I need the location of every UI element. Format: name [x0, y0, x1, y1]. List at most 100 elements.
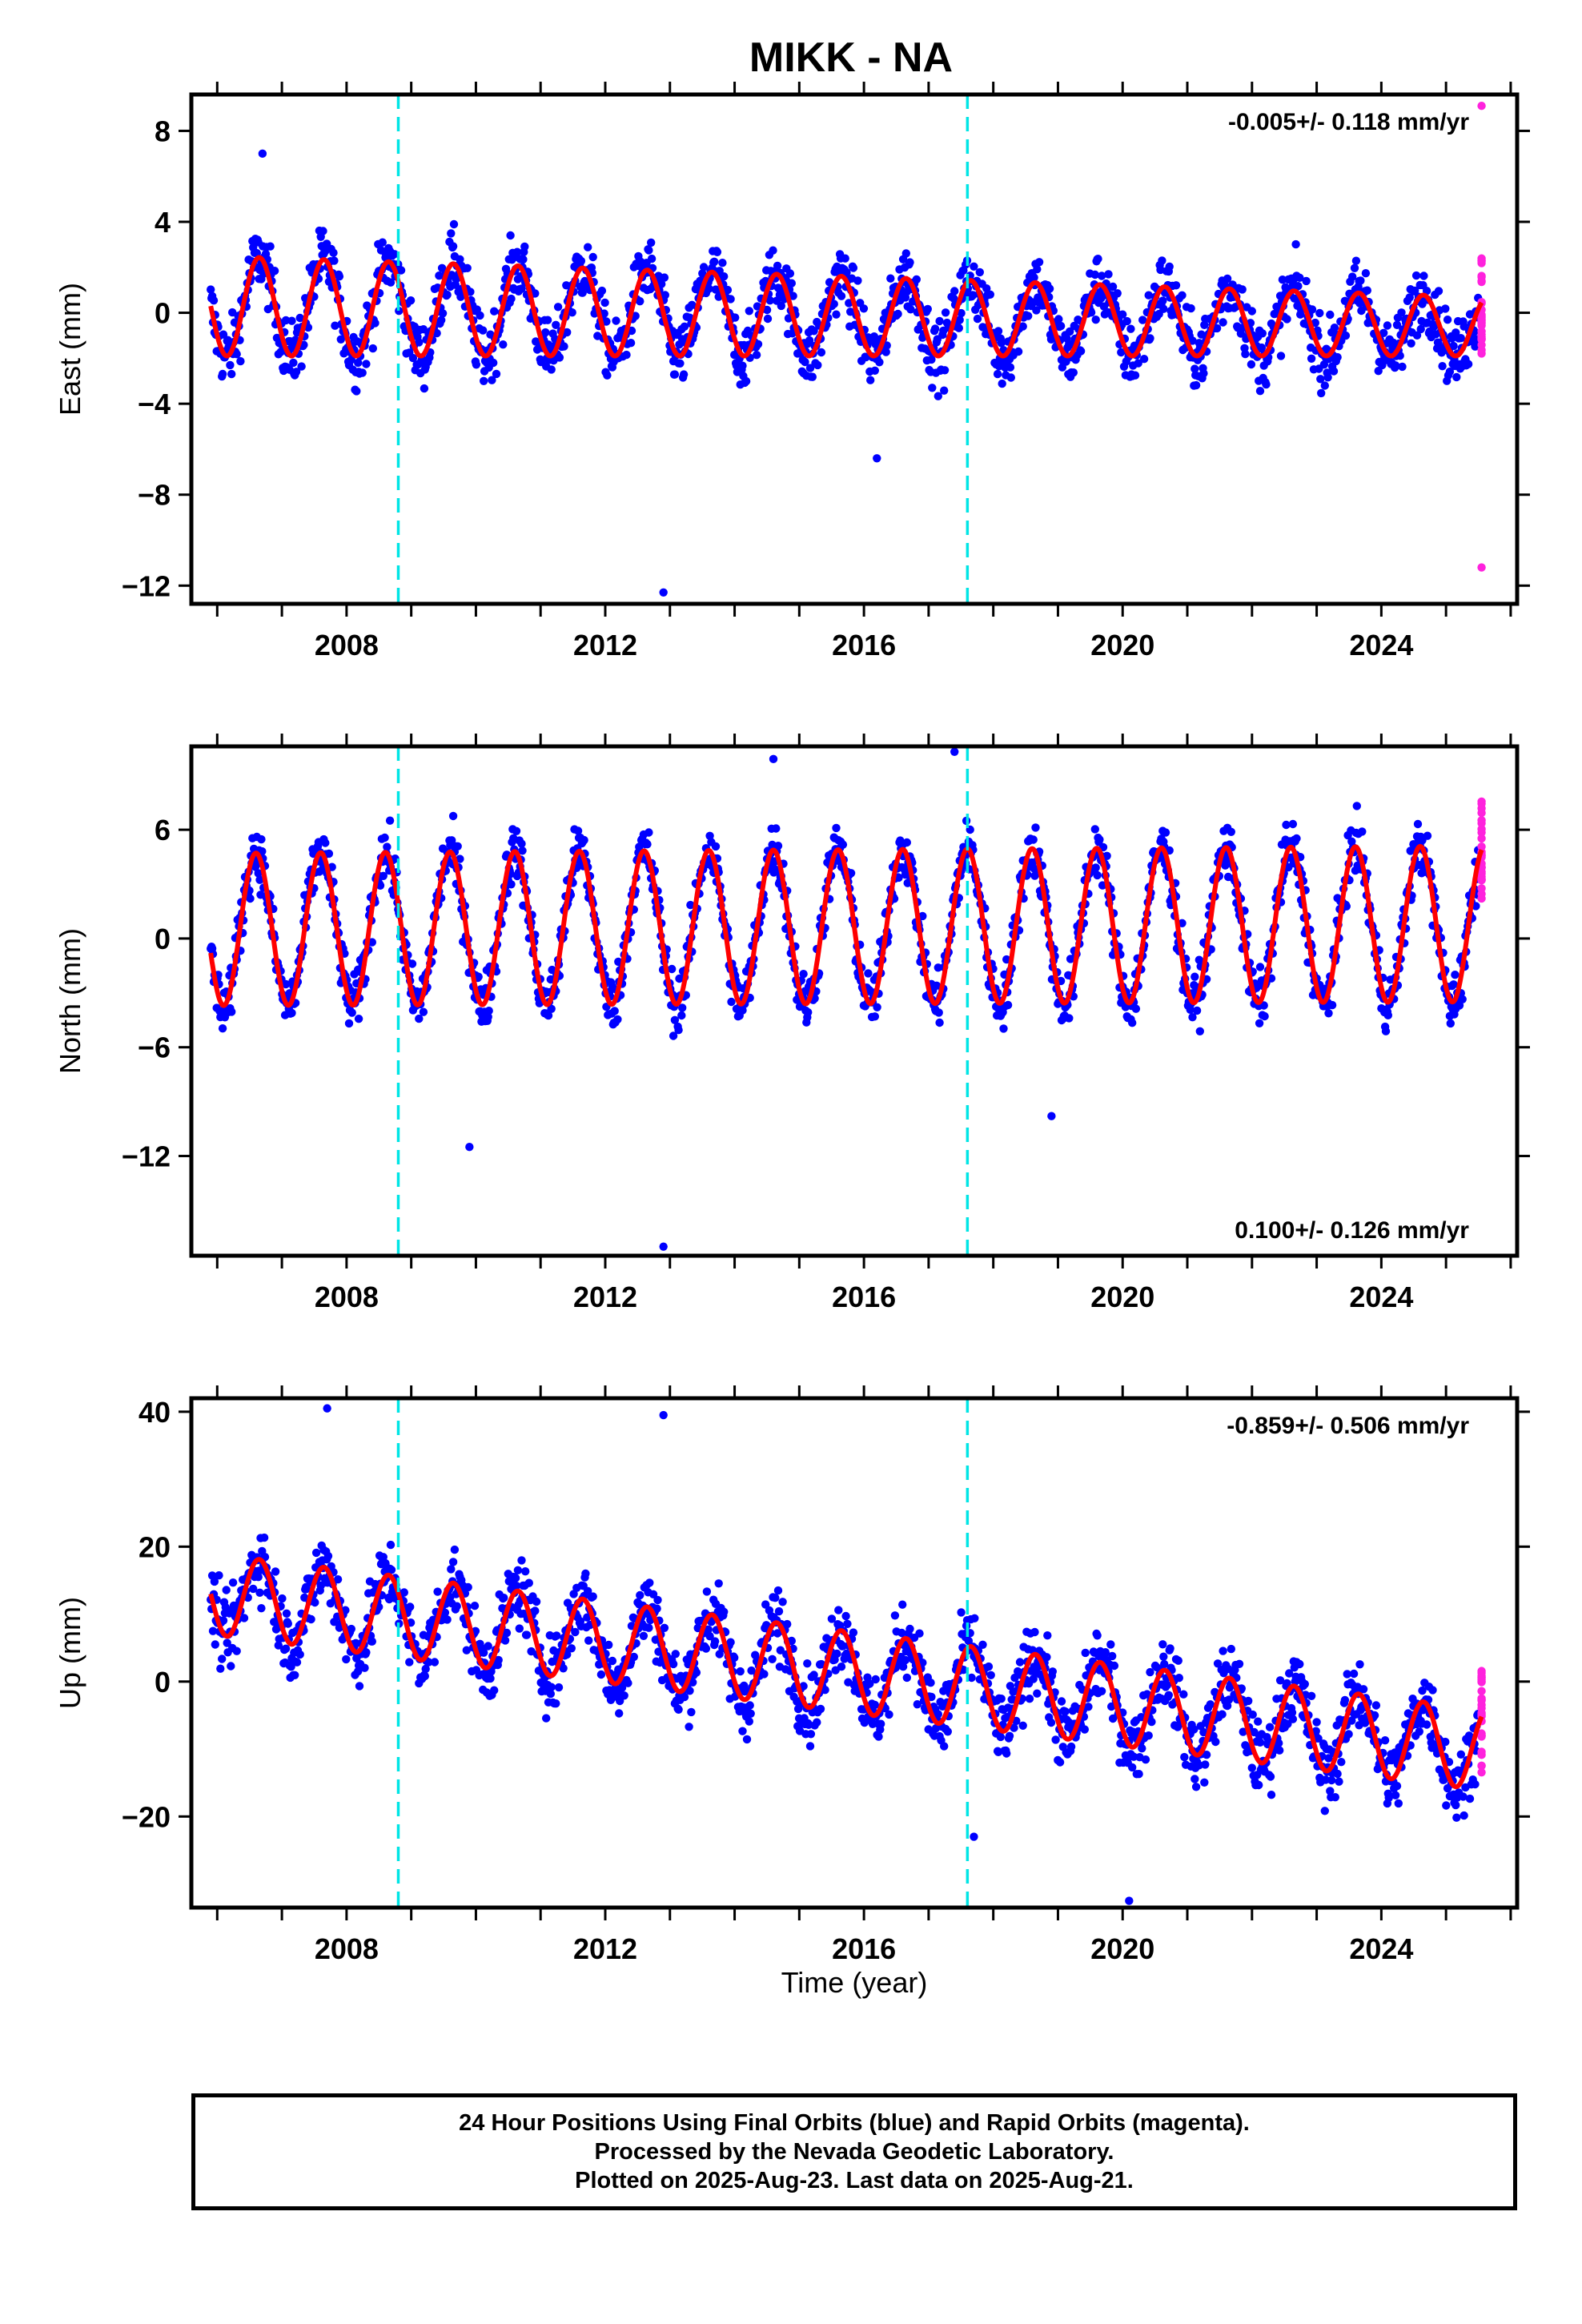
data-point: [975, 267, 985, 277]
data-point: [347, 1624, 355, 1634]
data-point: [801, 357, 809, 367]
data-point: [282, 1609, 291, 1618]
data-point: [934, 1008, 943, 1017]
data-point: [613, 1015, 622, 1024]
data-point: [1260, 1011, 1269, 1021]
data-point: [890, 1611, 900, 1620]
data-point: [760, 1670, 769, 1679]
data-point: [838, 840, 848, 849]
data-point: [731, 313, 740, 322]
data-point: [380, 833, 389, 842]
data-point: [926, 1679, 935, 1687]
data-point: [1165, 262, 1174, 271]
data-point: [1126, 324, 1135, 333]
data-point: [433, 1587, 442, 1596]
data-point: [1443, 316, 1452, 324]
data-point: [982, 284, 991, 293]
data-point: [472, 360, 481, 369]
data-point: [1122, 316, 1131, 326]
data-point: [1358, 827, 1367, 836]
rapid-point: [1477, 799, 1486, 808]
data-point: [552, 1699, 560, 1708]
data-point: [1288, 819, 1298, 829]
data-point: [259, 1533, 269, 1542]
data-point: [1166, 1644, 1174, 1653]
data-point: [710, 257, 719, 266]
data-point: [342, 1655, 351, 1664]
data-point: [227, 369, 236, 379]
data-point: [1033, 1689, 1042, 1698]
x-tick-label: 2012: [573, 1281, 637, 1313]
data-point: [553, 303, 563, 312]
data-point: [1128, 1019, 1137, 1027]
data-point: [499, 340, 508, 349]
data-point: [837, 292, 846, 300]
data-point: [438, 309, 448, 318]
data-point: [228, 1578, 238, 1587]
data-point: [705, 284, 713, 293]
data-point: [957, 1608, 966, 1617]
data-point: [768, 1655, 777, 1663]
data-point: [610, 1007, 619, 1015]
data-point: [954, 324, 964, 332]
data-point: [1174, 1674, 1184, 1683]
data-point: [713, 247, 722, 256]
data-point: [742, 1735, 752, 1744]
data-point: [207, 285, 215, 294]
data-point: [738, 361, 747, 370]
data-point: [1341, 331, 1351, 340]
data-point: [644, 828, 653, 837]
data-point: [661, 291, 669, 300]
data-point: [771, 1594, 780, 1602]
data-point: [1179, 1690, 1188, 1699]
data-point: [998, 379, 1006, 388]
data-point: [805, 364, 815, 372]
outlier-point: [659, 1242, 668, 1251]
data-point: [702, 1587, 712, 1596]
data-point: [906, 305, 915, 314]
data-point: [215, 1571, 223, 1580]
x-tick-label: 2012: [573, 629, 637, 661]
data-point: [484, 1007, 493, 1015]
data-point: [813, 360, 822, 370]
data-point: [283, 1619, 292, 1628]
data-point: [406, 296, 416, 305]
data-point: [660, 1623, 669, 1633]
y-tick-label: −12: [122, 1140, 171, 1173]
rapid-orbit-points: [1477, 101, 1486, 572]
data-point: [588, 252, 597, 262]
x-tick-label: 2024: [1349, 629, 1413, 661]
data-point: [930, 324, 940, 333]
data-point: [1262, 380, 1271, 389]
y-axis-label: North (mm): [54, 928, 86, 1074]
data-point: [957, 308, 966, 318]
data-point: [1006, 373, 1016, 382]
data-point: [1191, 972, 1199, 981]
data-point: [307, 1614, 315, 1624]
data-point: [1138, 316, 1147, 324]
data-point: [1104, 270, 1113, 279]
data-point: [1097, 1687, 1106, 1695]
data-point: [419, 1007, 428, 1016]
data-point: [1438, 362, 1447, 371]
data-point: [674, 1705, 683, 1714]
data-point: [257, 834, 266, 844]
data-point: [420, 384, 429, 393]
data-point: [1069, 368, 1078, 377]
data-point: [1283, 315, 1291, 324]
data-point: [531, 1606, 540, 1615]
data-point: [232, 1647, 241, 1655]
data-point: [500, 1636, 510, 1645]
data-point: [209, 296, 219, 305]
data-point: [321, 838, 330, 847]
rapid-point: [1477, 320, 1486, 328]
y-tick-label: 6: [155, 814, 171, 846]
data-point: [568, 308, 576, 317]
data-point: [1302, 276, 1311, 286]
data-point: [997, 339, 1006, 348]
data-point: [552, 320, 560, 329]
data-point: [1255, 963, 1265, 971]
data-point: [1219, 318, 1227, 327]
data-point: [915, 1629, 924, 1638]
data-point: [620, 1691, 628, 1700]
